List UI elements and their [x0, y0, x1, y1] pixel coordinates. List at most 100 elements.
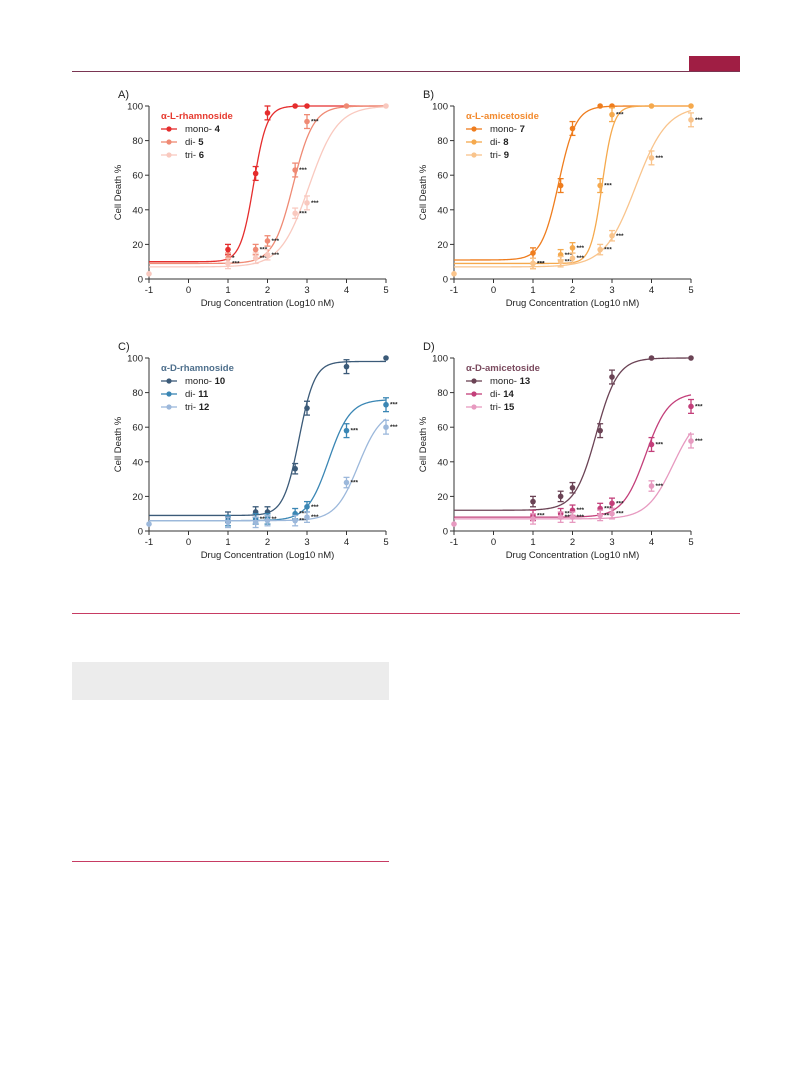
legend-marker — [166, 378, 172, 384]
significance-label: *** — [311, 514, 319, 521]
x-tick-label: 0 — [186, 537, 191, 548]
data-point — [648, 441, 655, 448]
legend-entry-compound: 11 — [198, 389, 209, 400]
x-tick-label: 0 — [491, 537, 496, 548]
y-tick-label: 100 — [432, 354, 448, 365]
header-color-tab — [689, 56, 740, 71]
data-point — [343, 427, 350, 434]
significance-label: *** — [577, 514, 585, 521]
x-tick-label: -1 — [145, 537, 153, 548]
legend-entry: mono- 10 — [185, 376, 225, 387]
significance-label: *** — [695, 117, 703, 124]
data-point — [597, 103, 603, 109]
y-tick-label: 100 — [127, 354, 143, 365]
legend-entry-compound: 7 — [520, 124, 525, 135]
data-point — [304, 103, 310, 109]
data-point — [383, 424, 389, 431]
data-point — [688, 438, 694, 444]
data-point — [609, 111, 615, 118]
data-point — [597, 246, 603, 253]
legend-title: α-D-amicetoside — [466, 363, 540, 374]
data-point — [688, 403, 694, 410]
significance-label: *** — [656, 483, 664, 490]
legend-entry: tri- 15 — [490, 402, 515, 413]
data-point — [648, 155, 655, 161]
y-axis-label: Cell Death % — [113, 416, 124, 472]
x-axis-label: Drug Concentration (Log10 nM) — [506, 298, 640, 309]
legend-entry: tri- 6 — [185, 150, 204, 161]
legend-entry: di- 5 — [185, 137, 204, 148]
data-point — [225, 260, 231, 267]
data-point — [292, 517, 298, 524]
legend-entry: di- 11 — [185, 389, 209, 400]
data-point — [557, 182, 564, 189]
significance-label: *** — [695, 438, 703, 445]
panel-label: C) — [118, 341, 130, 353]
legend-entry-prefix: di- — [185, 389, 198, 400]
significance-label: *** — [260, 247, 268, 254]
data-point — [557, 258, 564, 265]
data-point — [609, 232, 615, 239]
data-point — [264, 238, 271, 244]
legend-entry-prefix: mono- — [185, 376, 215, 387]
data-point — [264, 517, 271, 524]
legend-entry-compound: 14 — [503, 389, 514, 400]
y-tick-label: 60 — [132, 171, 143, 182]
data-point — [252, 519, 259, 526]
data-point — [264, 110, 271, 116]
significance-label: *** — [565, 252, 573, 259]
significance-label: *** — [604, 247, 612, 254]
significance-label: *** — [311, 119, 319, 126]
significance-label: *** — [260, 255, 268, 262]
data-point — [252, 246, 259, 253]
y-tick-label: 0 — [443, 527, 448, 538]
y-axis-label: Cell Death % — [418, 416, 429, 472]
data-point — [451, 271, 457, 277]
legend-entry-prefix: tri- — [185, 150, 199, 161]
x-tick-label: 2 — [265, 537, 270, 548]
x-tick-label: 3 — [609, 285, 614, 296]
data-point — [648, 103, 655, 109]
legend-entry-prefix: tri- — [185, 402, 199, 413]
x-tick-label: 1 — [530, 285, 535, 296]
y-tick-label: 0 — [138, 275, 143, 286]
x-tick-label: 3 — [304, 285, 309, 296]
significance-label: *** — [604, 183, 612, 190]
significance-label: *** — [537, 260, 545, 267]
significance-label: *** — [604, 506, 612, 513]
legend-entry-compound: 4 — [215, 124, 221, 135]
dose-response-curve — [454, 394, 692, 518]
data-point — [252, 170, 259, 177]
legend-marker — [471, 391, 477, 397]
significance-label: *** — [537, 260, 545, 267]
legend-entry-prefix: tri- — [490, 150, 504, 161]
y-tick-label: 40 — [132, 205, 143, 216]
significance-label: *** — [537, 512, 545, 519]
data-point — [304, 118, 310, 125]
significance-label: *** — [577, 245, 585, 252]
x-tick-label: 5 — [688, 285, 693, 296]
legend-entry-compound: 8 — [503, 137, 508, 148]
significance-label: *** — [695, 403, 703, 410]
data-point — [569, 484, 576, 491]
data-point — [557, 514, 564, 520]
significance-label: *** — [232, 260, 240, 267]
data-point — [648, 483, 655, 489]
significance-label: *** — [390, 424, 398, 431]
data-point — [530, 250, 536, 256]
significance-label: *** — [656, 442, 664, 449]
data-point — [530, 498, 536, 505]
shaded-text-box — [72, 662, 389, 700]
x-tick-label: 1 — [530, 537, 535, 548]
legend-entry-compound: 6 — [199, 150, 204, 161]
data-point — [292, 210, 298, 217]
x-tick-label: 2 — [265, 285, 270, 296]
data-point — [569, 255, 576, 262]
significance-label: *** — [577, 255, 585, 262]
dose-response-curve — [454, 109, 692, 268]
legend-entry: di- 14 — [490, 389, 514, 400]
x-tick-label: 4 — [649, 537, 654, 548]
